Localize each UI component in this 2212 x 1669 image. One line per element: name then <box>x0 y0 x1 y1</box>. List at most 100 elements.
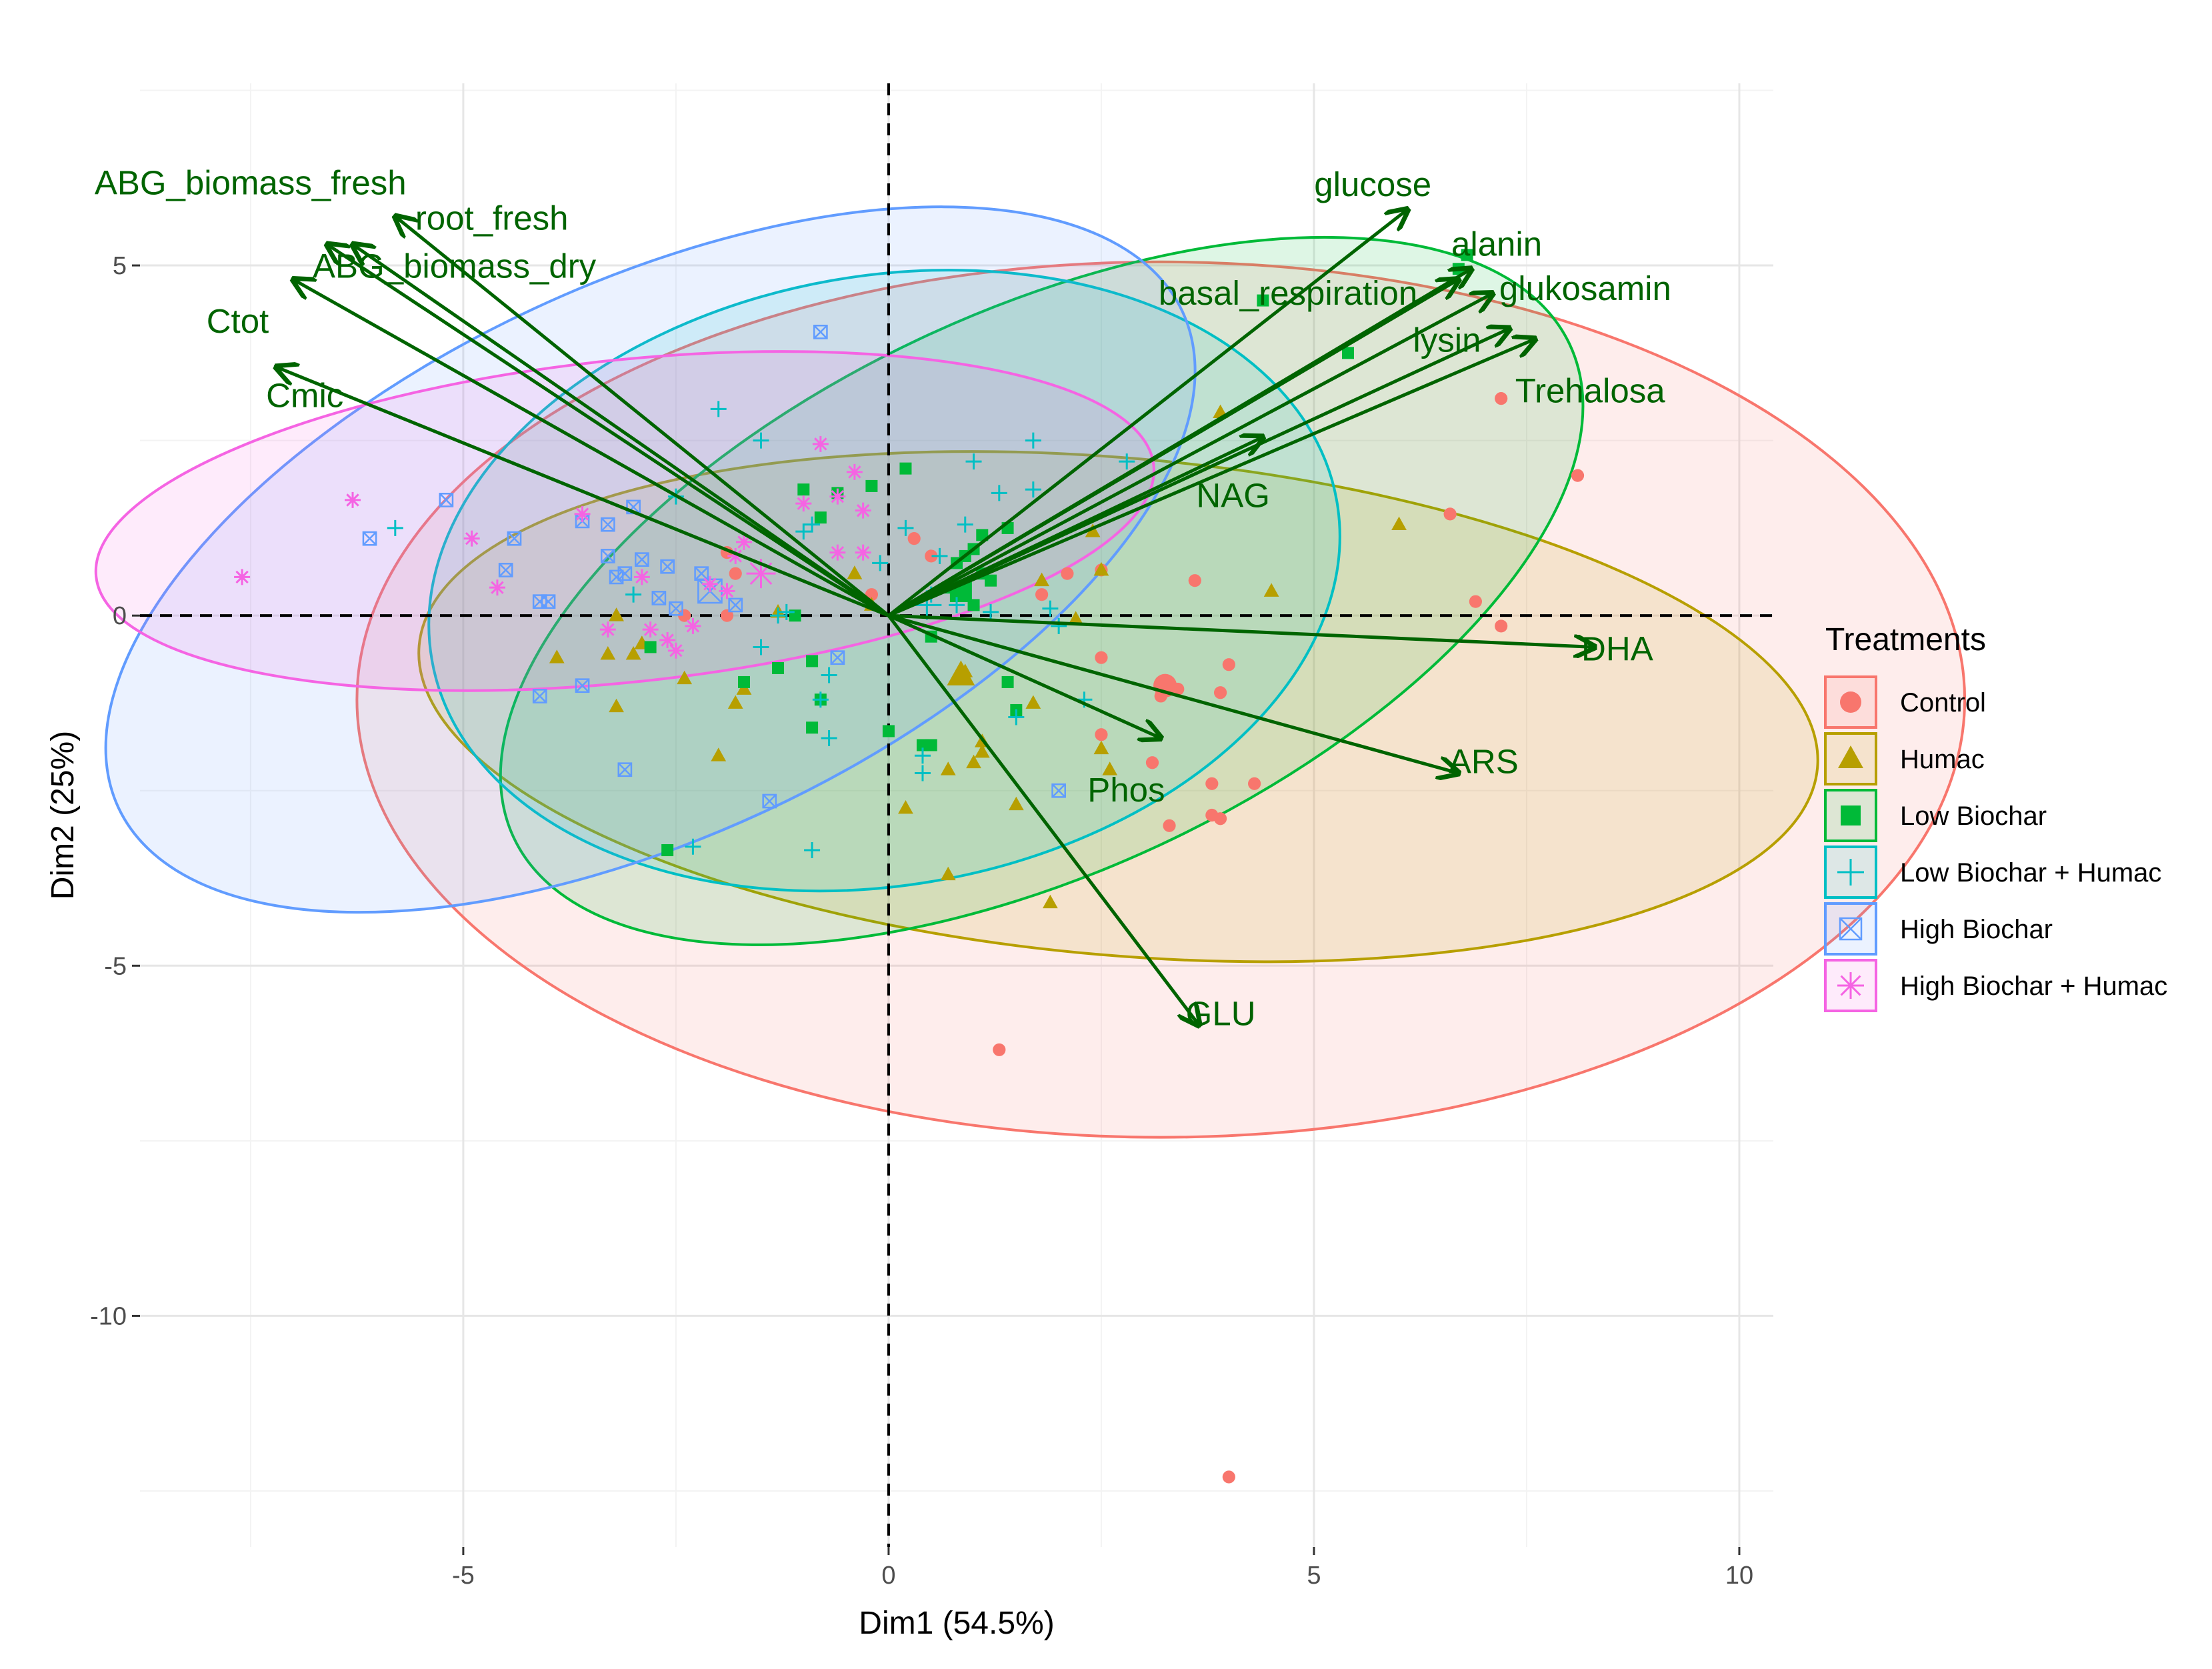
arrow-ars <box>888 613 1459 773</box>
data-point <box>507 531 522 546</box>
data-point <box>806 655 819 667</box>
data-point <box>821 667 837 683</box>
data-point <box>463 530 480 547</box>
data-point <box>1571 469 1585 482</box>
x-axis-title: Dim1 (54.5%) <box>859 1606 1054 1641</box>
data-point <box>685 838 701 855</box>
legend-title: Treatments <box>1825 622 1986 657</box>
data-point <box>914 765 931 781</box>
data-point <box>1102 761 1118 775</box>
arrow-trehalosa <box>887 339 1535 617</box>
label-trehalosa: Trehalosa <box>1515 371 1666 409</box>
data-point <box>678 609 691 622</box>
data-point <box>1061 567 1074 580</box>
arrow-phos <box>887 613 1161 738</box>
data-point <box>1222 1470 1235 1484</box>
legend-label: Humac <box>1900 745 1985 774</box>
data-point <box>1495 392 1508 405</box>
label-abg-biomass-fresh: ABG_biomass_fresh <box>95 164 407 202</box>
y-tick-label: -5 <box>104 952 127 980</box>
data-point <box>1025 695 1041 709</box>
label-cmic: Cmic <box>266 376 343 414</box>
label-root-fresh: root_fresh <box>415 199 569 237</box>
data-point <box>829 544 846 561</box>
arrow-abg-biomass-dry <box>353 245 890 617</box>
data-point <box>855 502 871 519</box>
data-point <box>345 491 361 508</box>
arrow-ctot <box>293 279 890 617</box>
data-point <box>907 532 921 545</box>
data-point <box>1068 611 1084 625</box>
data-point <box>991 485 1007 501</box>
data-point <box>993 1043 1006 1056</box>
data-point <box>806 721 819 734</box>
data-point <box>1001 675 1014 688</box>
legend-label: Control <box>1900 688 1986 717</box>
data-point <box>1341 347 1354 359</box>
data-point <box>804 516 821 533</box>
data-point <box>897 519 914 536</box>
data-point <box>1025 432 1041 449</box>
data-point <box>727 547 744 564</box>
data-point <box>1257 294 1269 307</box>
x-tick-label: 0 <box>881 1562 895 1590</box>
data-point <box>677 670 693 685</box>
axis-ticks: -5 0 5 10 -10 -5 0 5 <box>90 252 1753 1590</box>
data-point <box>617 566 633 581</box>
legend-key <box>1824 902 1877 956</box>
data-point <box>1034 572 1050 587</box>
data-point <box>651 591 667 605</box>
legend-symbol <box>1837 972 1864 999</box>
legend-key <box>1824 732 1877 785</box>
data-point <box>729 567 742 580</box>
data-point <box>983 603 999 620</box>
arrow-glukosamin <box>887 293 1493 617</box>
data-point <box>762 793 777 809</box>
legend-symbol <box>1841 805 1861 825</box>
data-point <box>727 695 743 709</box>
data-point <box>914 747 931 764</box>
data-point <box>659 631 676 648</box>
data-point <box>753 432 769 449</box>
data-point <box>609 698 624 713</box>
data-point <box>1119 453 1135 470</box>
ellipse-low-biochar-humac <box>427 269 1341 893</box>
data-point <box>735 533 752 550</box>
x-tick-label: 5 <box>1307 1562 1321 1590</box>
data-point <box>778 603 795 620</box>
data-point <box>541 594 556 609</box>
data-point <box>1035 588 1049 601</box>
arrow-dha <box>888 613 1595 647</box>
data-point <box>872 555 889 571</box>
data-point <box>974 743 990 758</box>
data-point <box>625 645 641 660</box>
data-point <box>1248 777 1261 790</box>
data-point <box>882 725 895 737</box>
data-point <box>737 675 750 688</box>
data-point <box>1025 481 1041 498</box>
y-tick-label: 0 <box>113 602 127 630</box>
data-point <box>728 597 743 613</box>
data-point <box>633 569 650 585</box>
data-point <box>1443 507 1457 521</box>
label-phos: Phos <box>1087 771 1165 809</box>
data-point <box>719 583 735 599</box>
data-point <box>575 678 590 693</box>
group-centroid <box>746 559 776 589</box>
data-point <box>685 617 701 634</box>
data-point <box>1163 819 1176 832</box>
data-point <box>1051 617 1067 634</box>
legend-symbol <box>1838 745 1863 768</box>
data-point <box>940 866 956 881</box>
data-point <box>814 511 827 524</box>
data-point <box>966 754 981 769</box>
data-point <box>940 761 956 775</box>
data-point <box>812 435 829 452</box>
legend-label: Low Biochar <box>1900 801 2047 831</box>
data-point <box>985 574 997 587</box>
data-point <box>669 601 683 616</box>
legend-key <box>1824 675 1877 729</box>
label-ctot: Ctot <box>207 302 269 340</box>
confidence-ellipses <box>94 205 1967 1139</box>
